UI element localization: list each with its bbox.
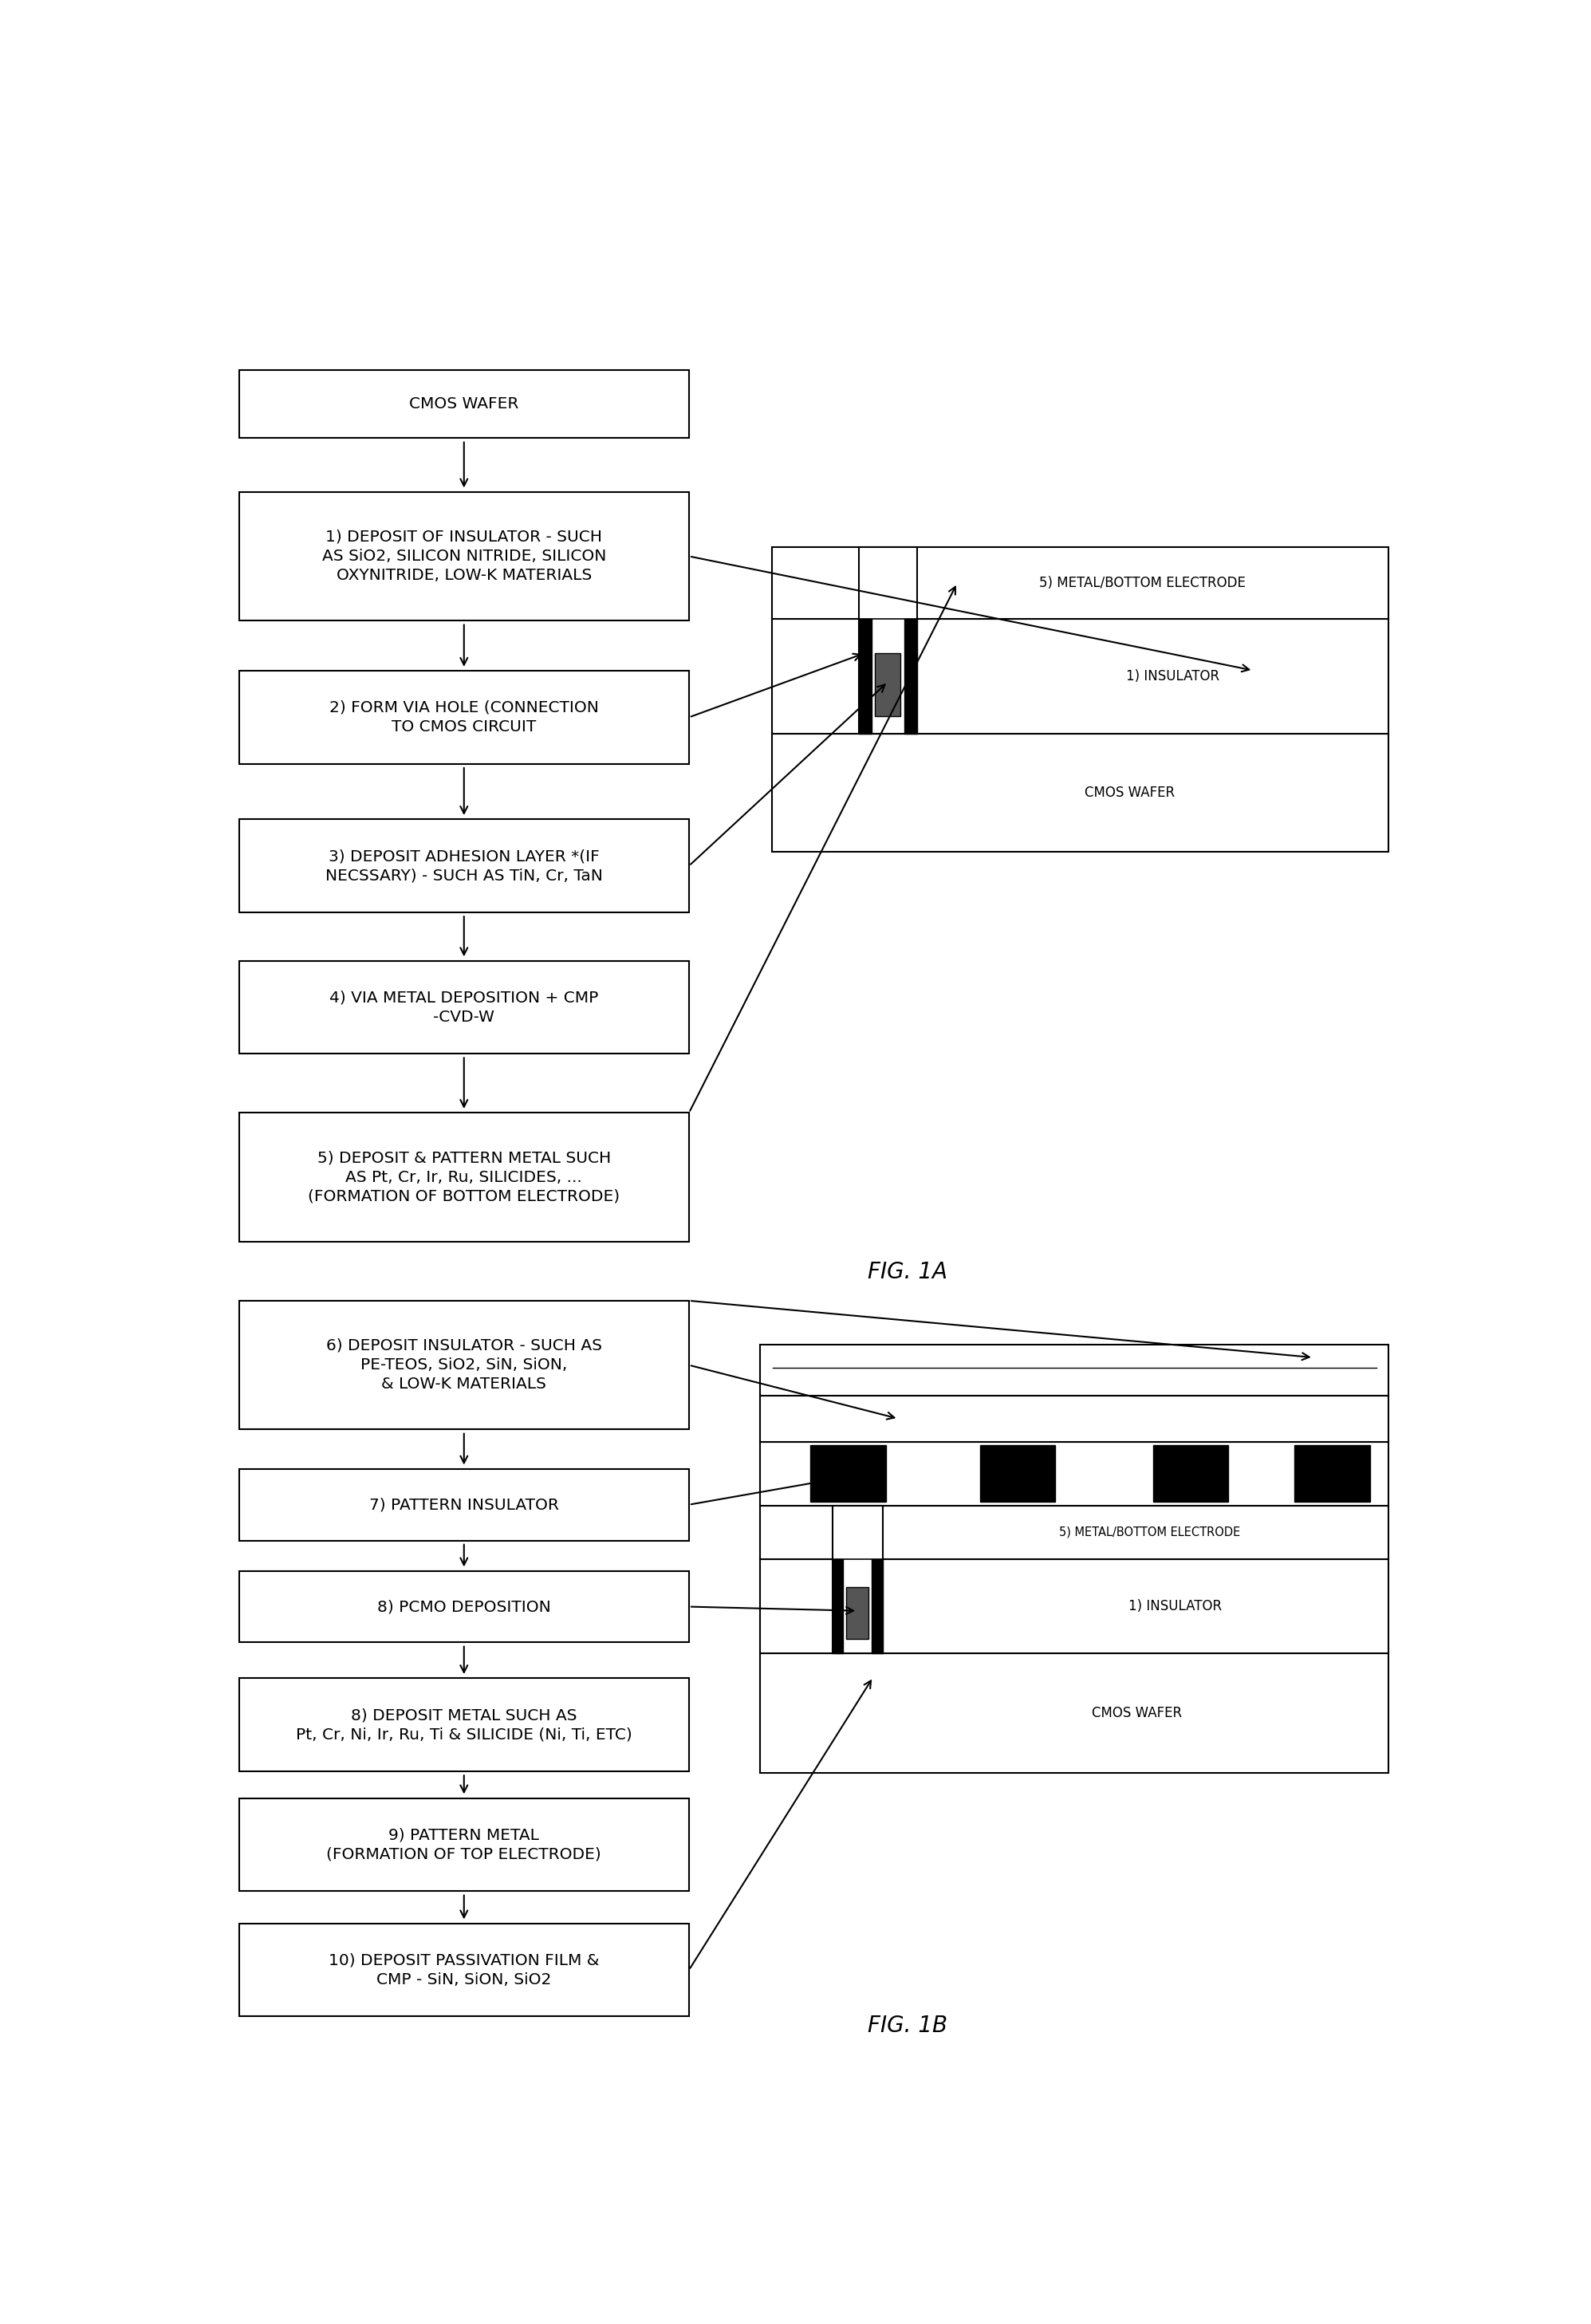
Bar bbox=[772, 734, 1389, 851]
Text: 8) DEPOSIT METAL SUCH AS
Pt, Cr, Ni, Ir, Ru, Ti & SILICIDE (Ni, Ti, ETC): 8) DEPOSIT METAL SUCH AS Pt, Cr, Ni, Ir,… bbox=[296, 1708, 632, 1743]
Bar bbox=[239, 960, 689, 1053]
Bar bbox=[772, 546, 1389, 618]
Text: 5) DEPOSIT & PATTERN METAL SUCH
AS Pt, Cr, Ir, Ru, SILICIDES, ...
(FORMATION OF : 5) DEPOSIT & PATTERN METAL SUCH AS Pt, C… bbox=[309, 1150, 620, 1204]
Text: 1) INSULATOR: 1) INSULATOR bbox=[1126, 669, 1220, 683]
Bar bbox=[872, 1559, 883, 1652]
Text: 4) VIA METAL DEPOSITION + CMP
-CVD-W: 4) VIA METAL DEPOSITION + CMP -CVD-W bbox=[329, 990, 598, 1025]
Bar bbox=[239, 1924, 689, 2017]
Bar bbox=[239, 820, 689, 913]
Text: 6) DEPOSIT INSULATOR - SUCH AS
PE-TEOS, SiO2, SiN, SiON,
& LOW-K MATERIALS: 6) DEPOSIT INSULATOR - SUCH AS PE-TEOS, … bbox=[326, 1339, 601, 1392]
Bar bbox=[904, 618, 916, 734]
Bar bbox=[1153, 1446, 1228, 1501]
Bar bbox=[239, 1469, 689, 1541]
Text: 3) DEPOSIT ADHESION LAYER *(IF
NECSSARY) - SUCH AS TiN, Cr, TaN: 3) DEPOSIT ADHESION LAYER *(IF NECSSARY)… bbox=[325, 848, 603, 883]
Bar bbox=[859, 618, 872, 734]
Bar bbox=[239, 1301, 689, 1429]
Bar bbox=[760, 1559, 1389, 1652]
Bar bbox=[832, 1559, 843, 1652]
Text: 1) DEPOSIT OF INSULATOR - SUCH
AS SiO2, SILICON NITRIDE, SILICON
OXYNITRIDE, LOW: 1) DEPOSIT OF INSULATOR - SUCH AS SiO2, … bbox=[321, 530, 606, 583]
Text: CMOS WAFER: CMOS WAFER bbox=[409, 397, 519, 411]
Bar bbox=[810, 1446, 886, 1501]
Text: 9) PATTERN METAL
(FORMATION OF TOP ELECTRODE): 9) PATTERN METAL (FORMATION OF TOP ELECT… bbox=[326, 1827, 601, 1862]
Text: 1) INSULATOR: 1) INSULATOR bbox=[1128, 1599, 1222, 1613]
Text: 2) FORM VIA HOLE (CONNECTION
TO CMOS CIRCUIT: 2) FORM VIA HOLE (CONNECTION TO CMOS CIR… bbox=[329, 700, 598, 734]
Bar bbox=[859, 546, 916, 734]
Bar bbox=[832, 1506, 883, 1652]
Text: FIG. 1A: FIG. 1A bbox=[869, 1262, 948, 1283]
Text: 5) METAL/BOTTOM ELECTRODE: 5) METAL/BOTTOM ELECTRODE bbox=[1060, 1527, 1241, 1538]
Text: 7) PATTERN INSULATOR: 7) PATTERN INSULATOR bbox=[369, 1497, 558, 1513]
Bar bbox=[980, 1446, 1055, 1501]
Bar bbox=[772, 618, 1389, 734]
Bar bbox=[846, 1587, 869, 1638]
Text: FIG. 1B: FIG. 1B bbox=[869, 2015, 948, 2036]
Text: 10) DEPOSIT PASSIVATION FILM &
CMP - SiN, SiON, SiO2: 10) DEPOSIT PASSIVATION FILM & CMP - SiN… bbox=[329, 1952, 600, 1987]
Bar bbox=[239, 1571, 689, 1643]
Bar bbox=[239, 370, 689, 439]
Bar bbox=[875, 653, 901, 716]
Text: 8) PCMO DEPOSITION: 8) PCMO DEPOSITION bbox=[377, 1599, 550, 1615]
Bar bbox=[239, 1113, 689, 1241]
Bar bbox=[760, 1346, 1389, 1397]
Text: 5) METAL/BOTTOM ELECTRODE: 5) METAL/BOTTOM ELECTRODE bbox=[1039, 576, 1246, 590]
Bar bbox=[1295, 1446, 1370, 1501]
Bar bbox=[760, 1506, 1389, 1559]
Bar bbox=[760, 1441, 1389, 1506]
Text: CMOS WAFER: CMOS WAFER bbox=[1091, 1706, 1182, 1720]
Bar bbox=[239, 672, 689, 765]
Bar bbox=[239, 1678, 689, 1771]
Bar bbox=[239, 493, 689, 621]
Bar bbox=[239, 1799, 689, 1892]
Text: CMOS WAFER: CMOS WAFER bbox=[1085, 786, 1174, 799]
Bar bbox=[760, 1652, 1389, 1773]
Bar bbox=[760, 1397, 1389, 1441]
